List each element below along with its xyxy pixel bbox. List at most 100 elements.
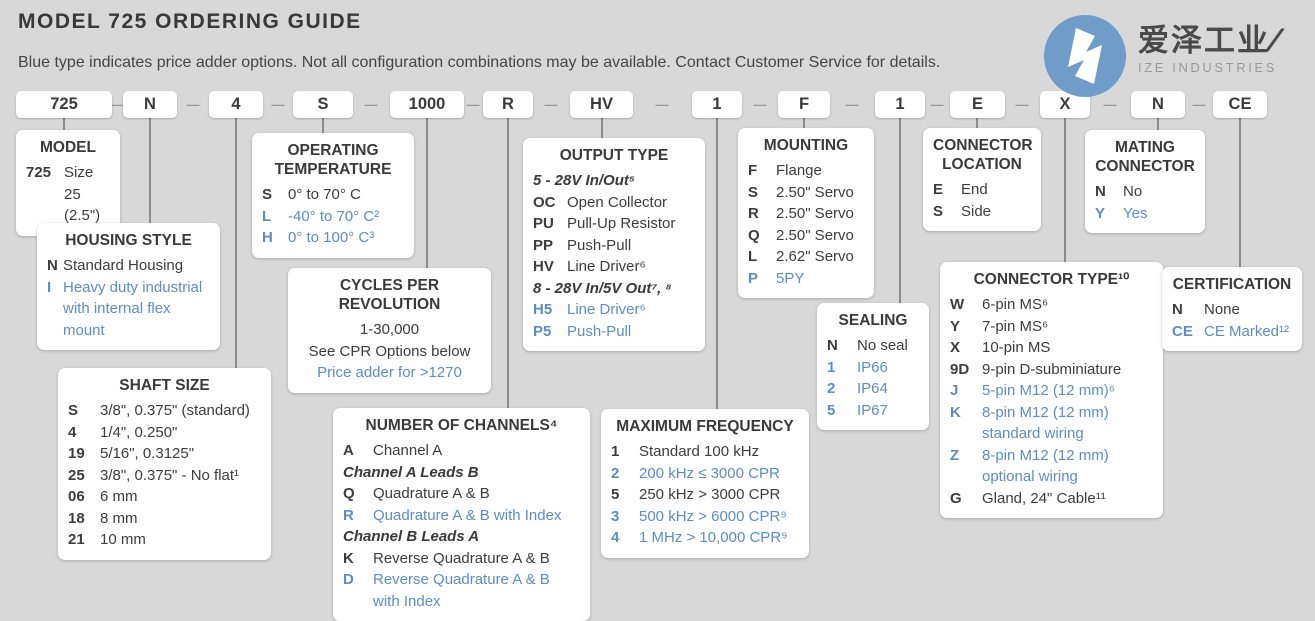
option-row: X 10-pin MS [950, 337, 1153, 359]
option-row: W 6-pin MS⁶ [950, 294, 1153, 316]
box-mounting: MOUNTING F Flange S 2.50" Servo R 2.50" Servo… [738, 128, 874, 298]
dash-separator: — [1192, 97, 1206, 112]
connector-line-conn-type [1064, 117, 1066, 263]
option-code: G [950, 489, 962, 507]
connector-line-housing [149, 117, 151, 224]
option-code: 5 [827, 401, 836, 419]
option-code: PU [533, 215, 554, 232]
dash-separator: — [186, 97, 200, 112]
box-title: SEALING [838, 312, 908, 329]
option-code: W [950, 296, 965, 313]
option-row: E End [933, 179, 1031, 201]
option-code: N [827, 337, 838, 354]
option-code: Y [950, 317, 961, 335]
dash-separator: — [271, 97, 285, 112]
option-list: N None CE CE Marked¹² [1172, 299, 1292, 342]
option-row: 9D 9-pin D-subminiature [950, 359, 1153, 381]
box-title: SHAFT SIZE [119, 377, 210, 394]
option-text: 1/4", 0.250" [100, 423, 178, 441]
code-segment-housing: N [123, 91, 177, 118]
option-code: 725 [26, 164, 52, 181]
option-text: None [1204, 301, 1240, 318]
option-list: E End S Side [933, 179, 1031, 222]
option-code: I [47, 278, 52, 296]
option-row: 5 IP67 [827, 400, 919, 422]
option-row: R 2.50" Servo [748, 203, 864, 225]
connector-line-output [601, 117, 603, 139]
option-row: 25 3/8", 0.375" - No flat¹ [68, 465, 261, 487]
code-segment-sealing: 1 [875, 91, 925, 118]
option-code: CE [1172, 322, 1193, 340]
option-code: K [343, 549, 354, 567]
box-title: NUMBER OF CHANNELS⁴ [365, 417, 558, 434]
box-maximum-frequency: MAXIMUM FREQUENCY 1 Standard 100 kHz 2 200 … [601, 409, 809, 558]
option-code: 9D [950, 360, 970, 378]
option-row: 2 IP64 [827, 378, 919, 400]
option-code: P5 [533, 322, 552, 340]
option-note: See CPR Options below [308, 342, 471, 360]
option-row: I Heavy duty industrial with internal fle… [47, 277, 210, 342]
code-segment-output: HV [570, 91, 633, 118]
ize-logo-cn: 爱泽工业/ [1138, 23, 1291, 58]
option-text: 8-pin M12 (12 mm) standard wiring [982, 403, 1109, 443]
option-code: PP [533, 236, 554, 254]
option-row: N No [1095, 181, 1195, 203]
option-text: CE Marked¹² [1204, 322, 1290, 340]
box-title: CERTIFICATION [1172, 276, 1292, 293]
option-row: 5 250 kHz > 3000 CPR [611, 484, 799, 506]
option-row: Z 8-pin M12 (12 mm) optional wiring [950, 445, 1153, 488]
option-text: 1 MHz > 10,000 CPR⁹ [639, 529, 788, 546]
option-row: P 5PY [748, 268, 864, 290]
option-text: Yes [1123, 204, 1148, 222]
option-code: Q [748, 226, 760, 244]
box-mating-connector: MATING CONNECTOR N No Y Yes [1085, 130, 1205, 233]
option-code: J [950, 382, 959, 399]
code-segment-frequency: 1 [692, 91, 742, 118]
box-title: MOUNTING [763, 137, 849, 154]
option-subheader: Channel A Leads B [343, 463, 479, 481]
code-segment-mounting: F [778, 91, 830, 118]
option-code: Y [1095, 204, 1106, 222]
option-row: HV Line Driver⁶ [533, 256, 695, 278]
option-text: 10-pin MS [982, 339, 1051, 356]
dash-separator: — [655, 97, 669, 112]
option-code: R [343, 506, 354, 524]
option-code: 3 [611, 507, 620, 525]
option-text: IP64 [857, 380, 888, 397]
option-row: J 5-pin M12 (12 mm)⁶ [950, 380, 1153, 402]
option-row: L -40° to 70° C² [262, 206, 404, 228]
ize-logo-icon [1044, 15, 1126, 97]
box-title: OUTPUT TYPE [559, 147, 669, 164]
option-code: HV [533, 258, 554, 275]
option-row: 18 8 mm [68, 508, 261, 530]
option-row: N Standard Housing [47, 255, 210, 277]
option-text: Quadrature A & B [373, 485, 490, 502]
option-text: 5PY [776, 269, 805, 287]
option-row: S 0° to 70° C [262, 184, 404, 206]
connector-line-frequency [716, 117, 718, 410]
box-number-of-channels: NUMBER OF CHANNELS⁴ A Channel A Channel A … [333, 408, 590, 621]
option-code: S [748, 183, 759, 201]
option-row: K Reverse Quadrature A & B [343, 548, 580, 570]
option-text: 2.50" Servo [776, 205, 854, 222]
option-code: F [748, 162, 758, 179]
option-code: 1 [611, 443, 620, 460]
box-operating-temperature: OPERATING TEMPERATURE S 0° to 70° C L -40° … [252, 133, 414, 258]
page-title: MODEL 725 ORDERING GUIDE [18, 10, 362, 33]
option-code: L [262, 207, 272, 225]
ize-logo: 爱泽工业/ IZE INDUSTRIES [1044, 15, 1291, 97]
option-text: Reverse Quadrature A & B [373, 549, 550, 567]
dash-separator: — [466, 97, 480, 112]
option-row: K 8-pin M12 (12 mm) standard wiring [950, 402, 1153, 445]
option-text: No [1123, 183, 1143, 200]
option-row: 19 5/16", 0.3125" [68, 443, 261, 465]
box-title: CONNECTOR LOCATION [933, 137, 1033, 173]
code-segment-cpr: 1000 [390, 91, 464, 118]
option-code: A [343, 442, 354, 459]
option-text: Standard Housing [63, 257, 184, 274]
option-text: IP67 [857, 401, 888, 419]
option-text: Side [961, 202, 992, 220]
option-text: 0° to 70° C [288, 186, 361, 203]
dash-separator: — [544, 97, 558, 112]
option-row: N None [1172, 299, 1292, 321]
